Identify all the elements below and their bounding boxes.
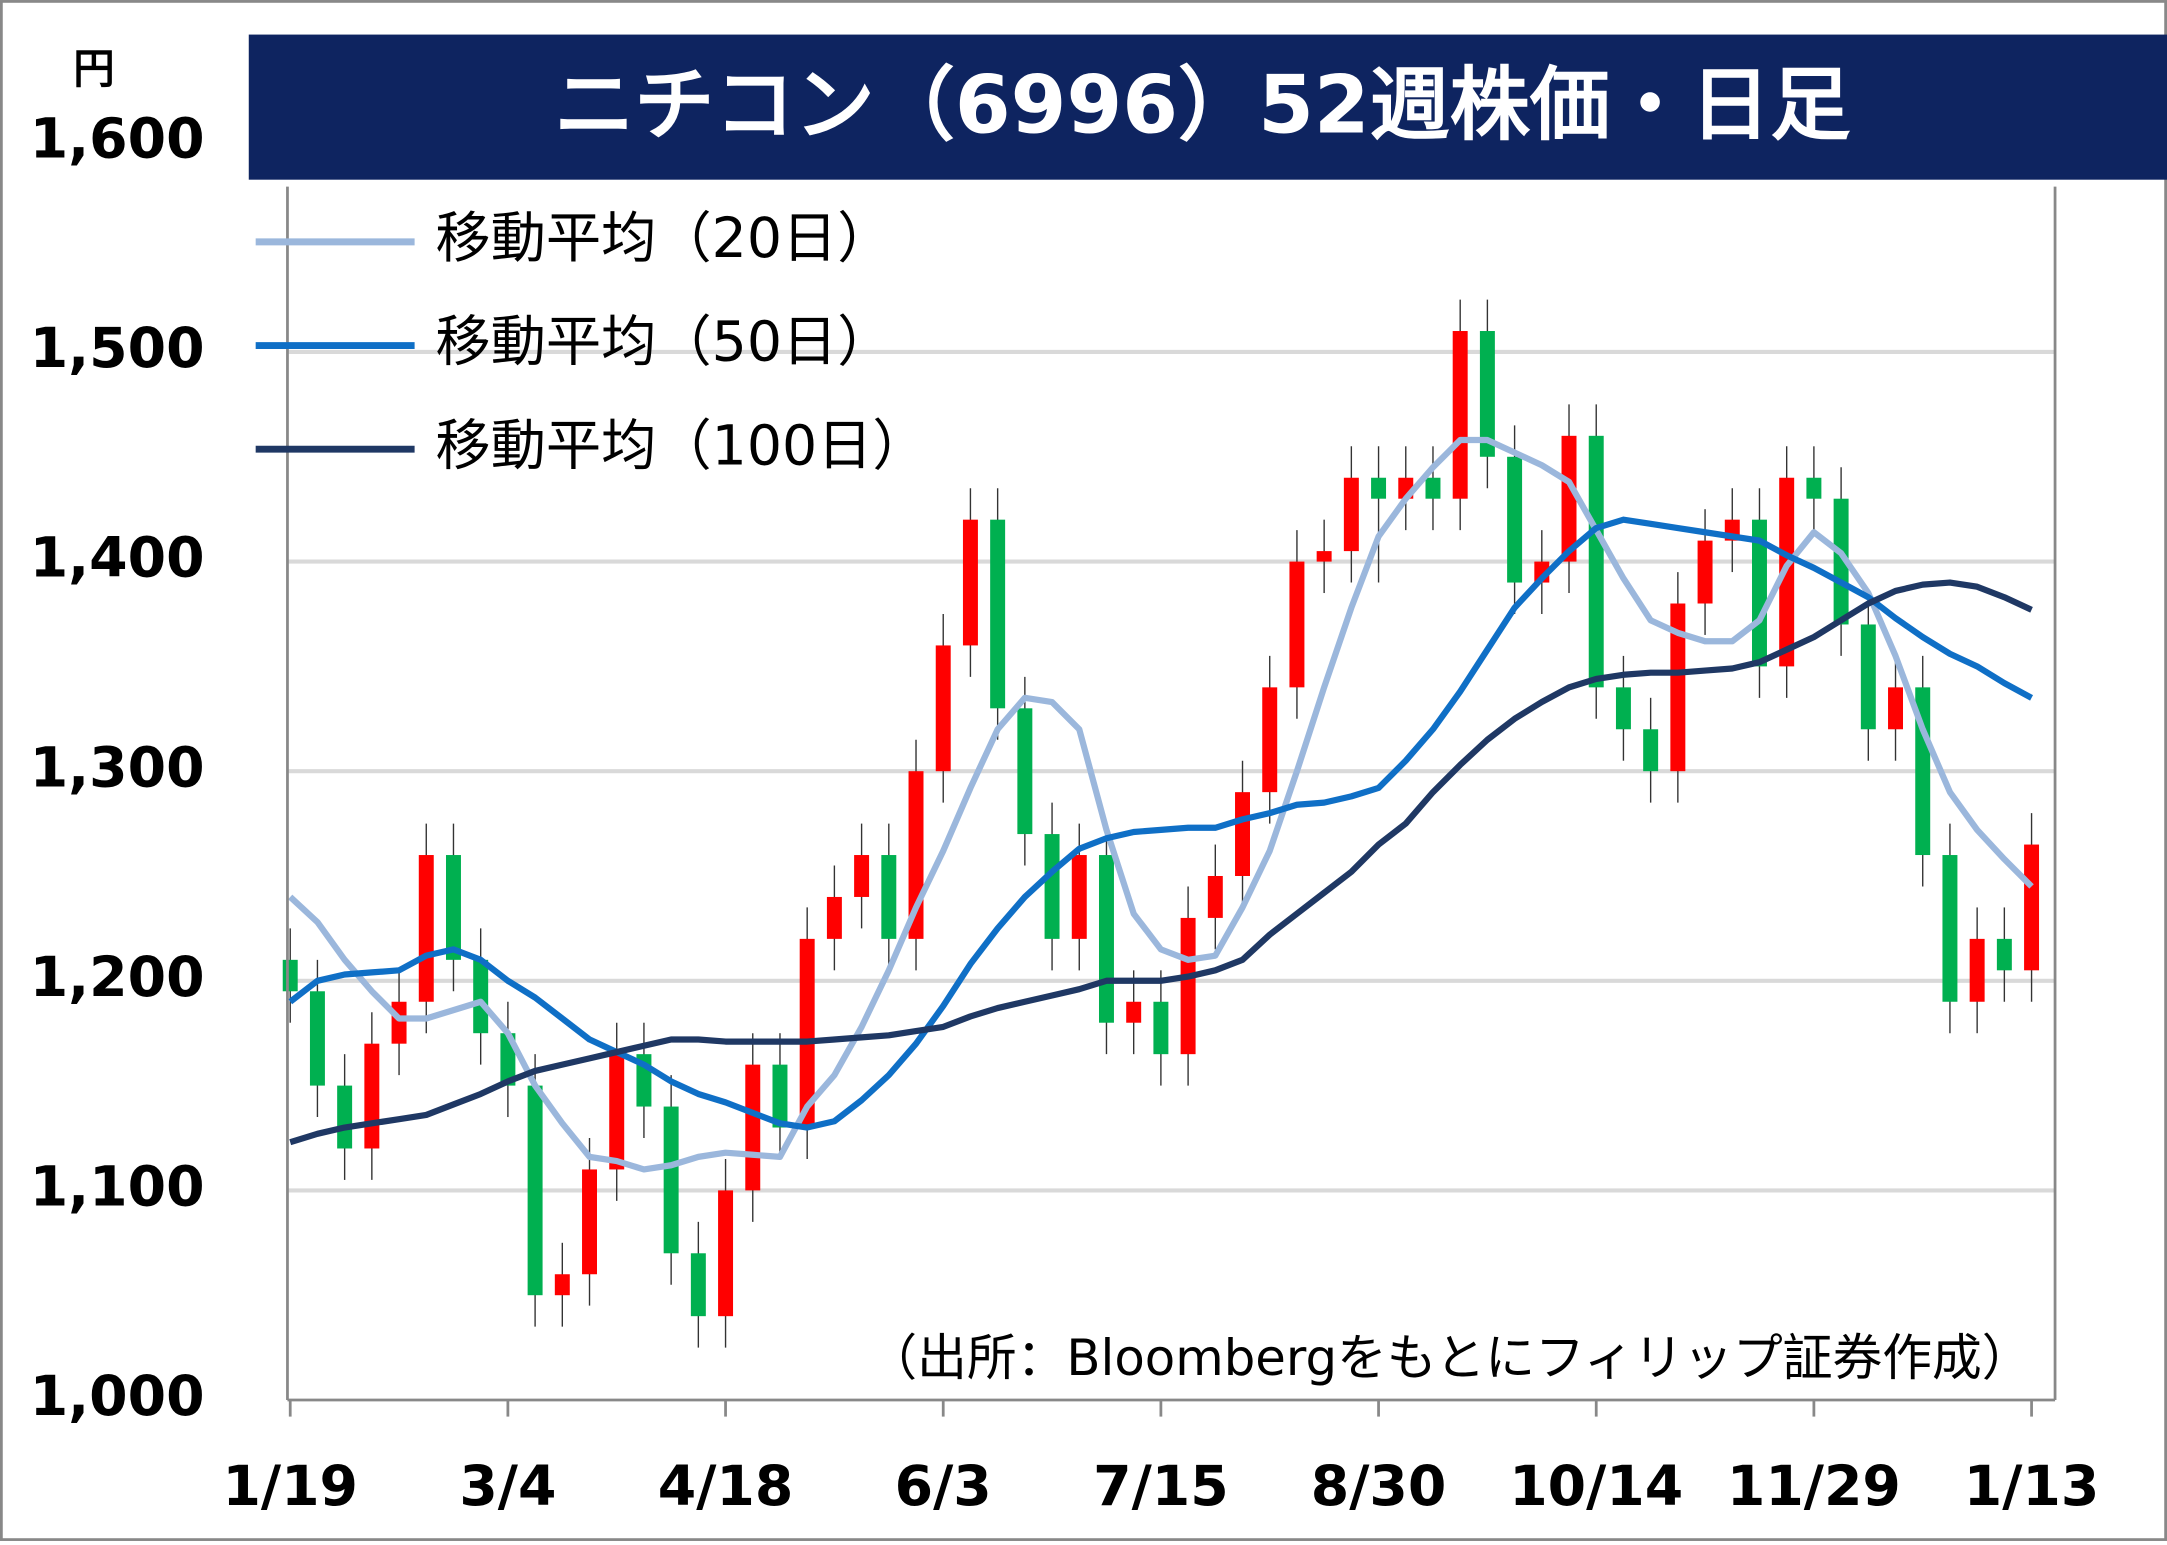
moving-average-line [289,579,2033,1146]
candle-body [1888,687,1904,730]
x-tick-label: 6/3 [895,1455,992,1519]
candle-body [1098,855,1114,1023]
candle-body [1806,477,1822,499]
legend-label: 移動平均（100日） [435,414,927,478]
candle-body [1588,435,1604,688]
x-tick-label: 1/13 [1964,1455,2100,1519]
y-tick-label: 1,100 [30,1156,205,1220]
candle-body [772,1064,788,1128]
candle-body [282,959,298,992]
candle-body [1670,603,1686,772]
candle-body [854,855,870,897]
y-tick-label: 1,500 [30,317,205,381]
legend-label: 移動平均（50日） [435,311,892,375]
candle-body [1044,834,1060,939]
candle-body [1343,477,1359,552]
title-bar [248,34,2167,180]
candle-body [473,959,489,1034]
candle-body [1615,687,1631,730]
candle-body [1425,477,1441,499]
candle-body [990,519,1006,709]
y-tick-label: 1,300 [30,736,205,800]
y-tick-label: 1,600 [30,107,205,171]
candle-body [1153,1001,1169,1055]
candle-body [445,855,461,960]
x-tick-label: 7/15 [1093,1455,1229,1519]
candle-body [2024,844,2040,971]
candle-body [1561,435,1577,562]
legend-label: 移動平均（20日） [435,207,892,271]
candle-body [554,1274,570,1296]
source-note: （出所：Bloombergをもとにフィリップ証券作成） [867,1329,2031,1387]
candle-body [1235,792,1251,876]
y-tick-label: 1,200 [30,946,205,1010]
candle-body [1996,938,2012,971]
candle-body [1860,624,1876,730]
candle-body [609,1054,625,1170]
x-tick-label: 11/29 [1727,1455,1901,1519]
candle-body [1833,498,1849,625]
candle-body [799,938,815,1128]
candle-body [337,1085,353,1149]
x-tick-label: 10/14 [1509,1455,1683,1519]
candle-body [745,1064,761,1191]
candle-body [582,1169,597,1275]
candle-body [309,991,325,1086]
candle-body [1915,687,1931,856]
candle-body [391,1001,407,1044]
candle-body [1207,875,1223,918]
y-tick-label: 1,400 [30,527,205,591]
candle-body [718,1190,734,1317]
candle-body [1371,477,1387,499]
x-tick-label: 4/18 [658,1455,794,1519]
moving-average-line [288,436,2034,1173]
candle-body [1180,917,1196,1055]
moving-average-line [288,516,2034,1131]
candle-body [881,855,897,939]
candle-body [1643,729,1659,772]
candle-body [1071,855,1087,939]
candle-body [1507,456,1523,583]
x-tick-label: 3/4 [459,1455,556,1519]
candle-body [690,1253,706,1317]
candle-body [418,855,434,1002]
candle-body [1751,519,1767,667]
candle-body [364,1043,380,1149]
candle-body [663,1106,679,1254]
candle-body [1942,855,1958,1002]
candle-body [935,645,951,772]
candle-body [826,896,842,939]
candle-body [527,1085,543,1296]
candle-body [1126,1001,1142,1023]
x-tick-label: 1/19 [222,1455,358,1519]
y-unit: 円 [73,45,114,93]
candle-body [1969,938,1985,1002]
candle-body [1289,561,1305,688]
candle-body [1479,331,1495,457]
legend: 移動平均（20日） 移動平均（50日） 移動平均（100日） [255,207,928,478]
candle-body [1017,708,1033,835]
candle-body [1262,687,1278,793]
candle-body [1452,331,1468,499]
chart-title: ニチコン（6996）52週株価・日足 [554,59,1850,152]
y-tick-label: 1,000 [30,1365,205,1429]
x-tick-label: 8/30 [1311,1455,1447,1519]
candle-body [1697,540,1713,604]
plot [282,299,2040,1348]
candle-body [1316,551,1332,562]
candle-body [962,519,978,646]
